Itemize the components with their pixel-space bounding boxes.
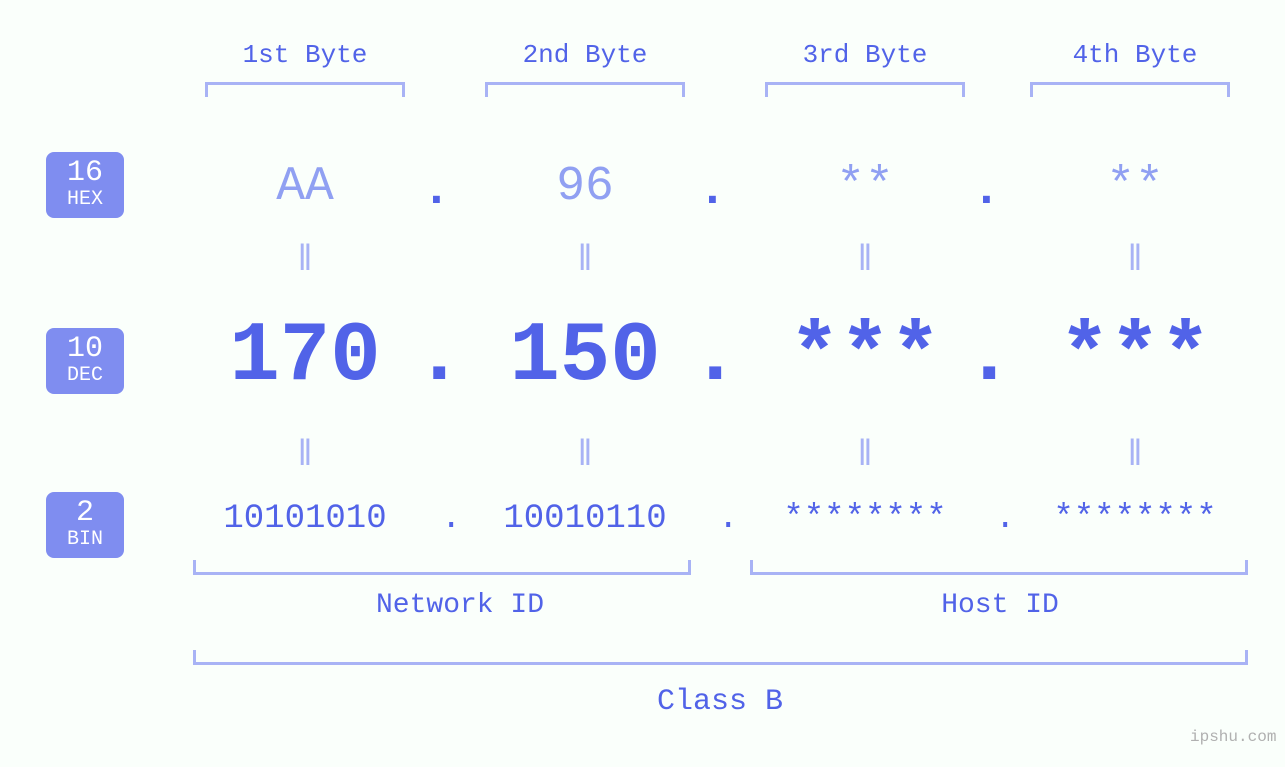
base-label-bin: BIN bbox=[46, 530, 124, 550]
host-id-label: Host ID bbox=[900, 590, 1100, 621]
base-num-hex: 16 bbox=[46, 158, 124, 188]
dec-byte-1: 170 bbox=[170, 310, 440, 405]
eq-1-4: ǁ bbox=[1115, 240, 1155, 281]
watermark: ipshu.com bbox=[1190, 728, 1276, 746]
top-bracket-3 bbox=[765, 82, 965, 97]
byte-header-3: 3rd Byte bbox=[740, 40, 990, 70]
class-bracket bbox=[193, 650, 1248, 665]
hex-byte-4: ** bbox=[1010, 160, 1260, 214]
eq-2-4: ǁ bbox=[1115, 435, 1155, 476]
byte-header-1: 1st Byte bbox=[180, 40, 430, 70]
hex-dot-3: . bbox=[972, 164, 1001, 218]
eq-2-2: ǁ bbox=[565, 435, 605, 476]
eq-2-3: ǁ bbox=[845, 435, 885, 476]
base-label-dec: DEC bbox=[46, 366, 124, 386]
hex-byte-2: 96 bbox=[460, 160, 710, 214]
dec-byte-2: 150 bbox=[450, 310, 720, 405]
hex-byte-3: ** bbox=[740, 160, 990, 214]
hex-byte-1: AA bbox=[180, 160, 430, 214]
dec-byte-4: *** bbox=[1000, 310, 1270, 405]
base-label-hex: HEX bbox=[46, 190, 124, 210]
base-num-bin: 2 bbox=[46, 498, 124, 528]
base-badge-hex: 16 HEX bbox=[46, 152, 124, 218]
bin-byte-2: 10010110 bbox=[455, 500, 715, 538]
hex-dot-2: . bbox=[698, 164, 727, 218]
byte-header-4: 4th Byte bbox=[1010, 40, 1260, 70]
bin-byte-4: ******** bbox=[1005, 500, 1265, 538]
eq-1-1: ǁ bbox=[285, 240, 325, 281]
top-bracket-1 bbox=[205, 82, 405, 97]
bin-byte-1: 10101010 bbox=[175, 500, 435, 538]
eq-2-1: ǁ bbox=[285, 435, 325, 476]
base-num-dec: 10 bbox=[46, 334, 124, 364]
byte-header-2: 2nd Byte bbox=[460, 40, 710, 70]
class-label: Class B bbox=[620, 685, 820, 719]
eq-1-2: ǁ bbox=[565, 240, 605, 281]
top-bracket-2 bbox=[485, 82, 685, 97]
network-id-label: Network ID bbox=[360, 590, 560, 621]
eq-1-3: ǁ bbox=[845, 240, 885, 281]
network-id-bracket bbox=[193, 560, 691, 575]
dec-byte-3: *** bbox=[730, 310, 1000, 405]
hex-dot-1: . bbox=[422, 164, 451, 218]
bin-byte-3: ******** bbox=[735, 500, 995, 538]
host-id-bracket bbox=[750, 560, 1248, 575]
top-bracket-4 bbox=[1030, 82, 1230, 97]
base-badge-dec: 10 DEC bbox=[46, 328, 124, 394]
base-badge-bin: 2 BIN bbox=[46, 492, 124, 558]
